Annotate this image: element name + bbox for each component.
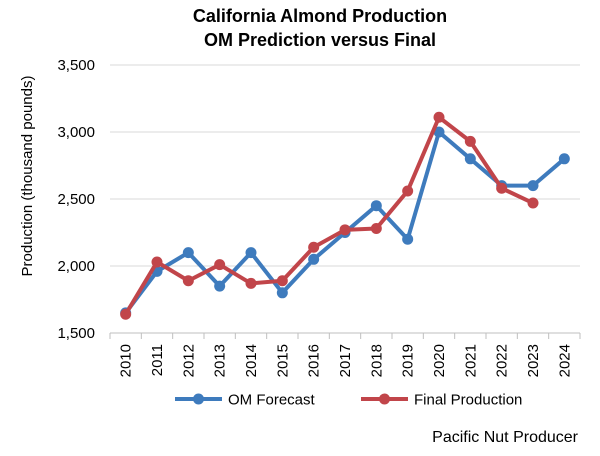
data-point-final-production	[433, 111, 445, 123]
legend-label-final-production: Final Production	[414, 392, 522, 409]
data-point-om-forecast	[433, 126, 445, 138]
x-tick-label: 2010	[118, 344, 135, 377]
data-point-om-forecast	[182, 247, 194, 259]
chart-title-line-2: OM Prediction versus Final	[204, 30, 436, 50]
x-tick-label: 2012	[180, 344, 197, 377]
series-line-final-production	[123, 115, 535, 317]
data-point-om-forecast	[370, 200, 382, 212]
y-tick-label: 3,500	[57, 57, 95, 74]
y-tick-label: 2,000	[57, 258, 95, 275]
data-point-final-production	[370, 222, 382, 234]
x-tick-label: 2017	[337, 344, 354, 377]
x-tick-label: 2023	[525, 344, 542, 377]
x-axis-ticks: 2010 2011 2012 2013 2014 2015 2016 2017 2018 2019…	[109, 333, 581, 377]
data-point-final-production	[402, 185, 414, 197]
x-tick-label: 2014	[243, 344, 260, 377]
y-tick-label: 2,500	[57, 191, 95, 208]
data-point-om-forecast	[402, 233, 414, 245]
data-point-final-production	[120, 308, 132, 320]
y-tick-label: 3,000	[57, 124, 95, 141]
y-tick-label: 1,500	[57, 325, 95, 342]
x-tick-label: 2015	[274, 344, 291, 377]
data-point-final-production	[151, 256, 163, 268]
x-tick-label: 2024	[556, 344, 573, 377]
gridlines	[110, 64, 580, 267]
series-line-om-forecast	[123, 130, 567, 315]
source-credit: Pacific Nut Producer	[432, 429, 578, 446]
x-tick-label: 2021	[462, 344, 479, 377]
x-tick-label: 2019	[400, 344, 417, 377]
data-point-final-production	[276, 275, 288, 287]
x-tick-label: 2016	[306, 344, 323, 377]
legend: OM Forecast Final Production	[175, 392, 522, 409]
x-tick-label: 2011	[149, 344, 166, 376]
data-point-final-production	[182, 275, 194, 287]
x-tick-label: 2018	[368, 344, 385, 377]
data-point-om-forecast	[558, 153, 570, 165]
data-point-om-forecast	[464, 153, 476, 165]
data-point-final-production	[527, 197, 539, 209]
series-group	[120, 111, 570, 320]
y-axis-label: Production (thousand pounds)	[19, 76, 36, 277]
legend-marker-final-production	[379, 393, 390, 405]
data-point-final-production	[496, 182, 508, 194]
x-tick-label: 2013	[212, 344, 229, 377]
data-point-final-production	[245, 277, 257, 289]
data-point-final-production	[339, 224, 351, 236]
chart-title-line-1: California Almond Production	[193, 6, 447, 26]
data-point-om-forecast	[214, 280, 226, 292]
x-tick-label: 2022	[494, 344, 511, 377]
data-point-om-forecast	[276, 287, 288, 299]
x-tick-label: 2020	[431, 344, 448, 377]
data-point-om-forecast	[245, 247, 257, 259]
legend-marker-om-forecast	[193, 393, 204, 405]
data-point-final-production	[308, 241, 320, 253]
data-point-om-forecast	[527, 180, 539, 192]
data-point-final-production	[464, 135, 476, 147]
y-axis-ticks: 1,500 2,000 2,500 3,000 3,500	[57, 57, 95, 342]
legend-label-om-forecast: OM Forecast	[228, 392, 316, 409]
data-point-om-forecast	[308, 253, 320, 265]
data-point-final-production	[214, 259, 226, 271]
